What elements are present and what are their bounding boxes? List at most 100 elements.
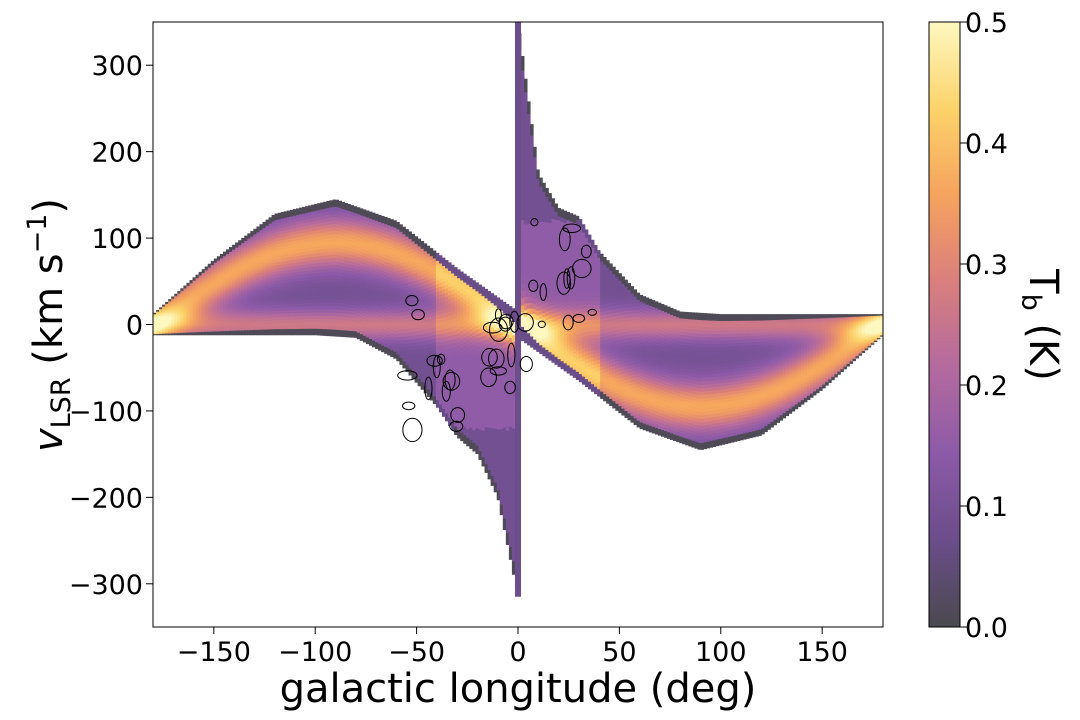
heatmap-cell [481,385,485,391]
heatmap-cell [177,300,181,303]
heatmap-cell [408,245,412,250]
heatmap-cell [378,289,382,294]
heatmap-cell [323,231,327,236]
heatmap-cell [405,229,409,234]
heatmap-cell [198,289,203,292]
heatmap-cell [448,278,452,284]
heatmap-cell [308,315,312,320]
heatmap-cell [454,271,458,276]
heatmap-cell [350,238,355,242]
heatmap-cell [399,259,403,264]
heatmap-cell [393,244,397,249]
heatmap-cell [472,446,476,452]
heatmap-cell [378,224,382,229]
heatmap-cell [390,277,394,282]
heatmap-cell [484,399,488,405]
heatmap-cell [399,231,403,236]
heatmap-cell [472,314,476,320]
heatmap-cell [490,475,495,482]
heatmap-cell [368,218,373,223]
heatmap-cell [323,221,327,226]
heatmap-cell [280,304,285,308]
heatmap-cell [165,311,169,313]
heatmap-cell [521,148,525,157]
heatmap-cell [432,327,437,332]
heatmap-cell [399,360,403,365]
heatmap-cell [262,238,266,243]
heatmap-cell [368,224,373,229]
heatmap-cell [405,321,409,326]
heatmap-cell [429,327,434,333]
heatmap-cell [460,271,464,277]
heatmap-cell [362,269,367,273]
heatmap-cell [472,442,476,448]
heatmap-cell [247,268,251,272]
heatmap-cell [353,314,358,319]
heatmap-cell [381,307,385,312]
heatmap-cell [478,455,482,460]
heatmap-cell [189,295,193,297]
heatmap-cell [283,226,288,231]
heatmap-cell [487,305,492,311]
heatmap-cell [317,246,321,250]
heatmap-cell [286,319,291,323]
heatmap-cell [445,328,449,333]
heatmap-cell [162,306,166,309]
heatmap-cell [308,234,312,239]
heatmap-cell [499,353,504,360]
heatmap-cell [323,265,327,270]
heatmap-cell [457,387,461,393]
heatmap-cell [499,509,504,516]
heatmap-cell [521,63,525,71]
heatmap-cell [195,309,200,312]
heatmap-cell [201,315,206,318]
heatmap-cell [265,283,269,287]
heatmap-cell [375,281,379,285]
heatmap-cell [508,451,513,459]
heatmap-cell [286,316,291,320]
heatmap-cell [177,322,181,325]
heatmap-cell [451,322,455,328]
heatmap-cell [292,287,297,292]
heatmap-cell [530,230,534,237]
heatmap-cell [426,294,431,299]
heatmap-cell [277,267,282,272]
heatmap-cell [274,265,279,269]
heatmap-cell [244,295,248,299]
heatmap-cell [429,343,434,348]
heatmap-cell [180,324,184,326]
heatmap-cell [153,331,157,333]
heatmap-cell [292,281,297,285]
heatmap-cell [201,293,206,296]
heatmap-cell [244,322,248,326]
heatmap-cell [308,318,312,323]
heatmap-cell [247,299,251,303]
heatmap-cell [414,323,419,328]
heatmap-cell [308,325,312,329]
heatmap-cell [326,264,330,269]
heatmap-cell [365,323,370,328]
heatmap-cell [295,224,300,228]
heatmap-cell [247,289,251,293]
heatmap-cell [314,331,318,336]
heatmap-cell [463,422,467,427]
heatmap-cell [186,317,190,320]
heatmap-cell [280,218,285,222]
heatmap-cell [235,297,239,301]
heatmap-cell [490,432,495,438]
heatmap-cell [359,218,364,222]
heatmap-cell [402,346,406,351]
heatmap-cell [487,300,492,306]
heatmap-cell [283,266,288,271]
heatmap-cell [356,332,361,336]
heatmap-cell [411,233,415,238]
heatmap-cell [524,91,528,99]
heatmap-cell [302,264,306,269]
heatmap-cell [317,279,321,283]
heatmap-cell [286,322,291,326]
heatmap-cell [402,269,406,274]
heatmap-cell [295,309,300,314]
heatmap-cell [387,283,391,287]
heatmap-cell [381,249,385,254]
heatmap-cell [441,412,446,417]
